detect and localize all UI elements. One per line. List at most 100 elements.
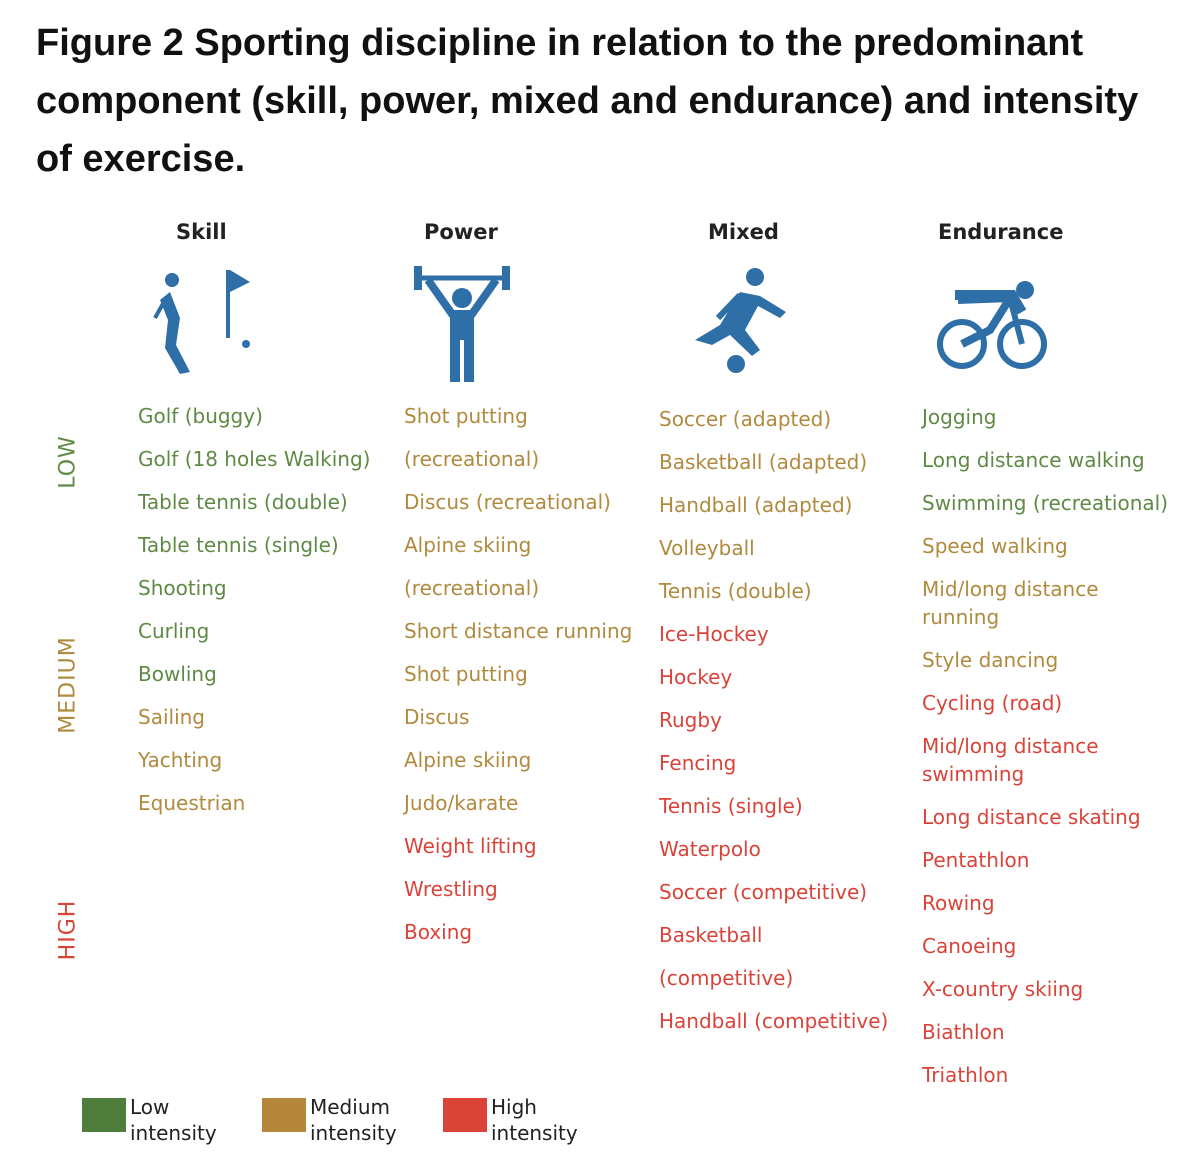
sport-line: Golf (buggy) [138, 404, 263, 428]
legend-entry: High intensity [443, 1094, 591, 1146]
sport-line: (recreational) [404, 576, 540, 600]
sport-item: Mid/long distance swimming [922, 732, 1099, 788]
weightlifter-icon [414, 266, 510, 382]
sport-line: (competitive) [659, 966, 794, 990]
sport-line: Equestrian [138, 791, 246, 815]
intensity-axis-label: HIGH [55, 899, 81, 961]
sport-item: Waterpolo [659, 835, 761, 863]
sport-line: Rugby [659, 708, 722, 732]
sport-item: Rowing [922, 889, 995, 917]
sport-line: Rowing [922, 891, 995, 915]
sport-line: Hockey [659, 665, 733, 689]
sport-line: Judo/karate [404, 791, 519, 815]
sport-item: Jogging [922, 403, 996, 431]
sport-item: Alpine skiing [404, 531, 531, 559]
sport-item: Soccer (adapted) [659, 405, 831, 433]
sport-item: Discus (recreational) [404, 488, 611, 516]
sport-line: Shot putting [404, 404, 528, 428]
sport-item: Swimming (recreational) [922, 489, 1168, 517]
sport-item: Boxing [404, 918, 472, 946]
sport-item: Mid/long distance running [922, 575, 1099, 631]
sport-item: Shot putting [404, 402, 528, 430]
sport-line: Waterpolo [659, 837, 761, 861]
sport-line: Boxing [404, 920, 473, 944]
sport-line: Jogging [922, 405, 997, 429]
icons [153, 266, 1047, 382]
sport-item: Rugby [659, 706, 722, 734]
legend-label: Medium intensity [310, 1095, 397, 1145]
sport-item: Curling [138, 617, 209, 645]
sport-line: Biathlon [922, 1020, 1005, 1044]
sport-item: Pentathlon [922, 846, 1029, 874]
legend-entry: Low intensity [82, 1094, 230, 1146]
sport-item: Style dancing [922, 646, 1058, 674]
sport-line: Swimming (recreational) [922, 491, 1169, 515]
sport-line: Discus [404, 705, 470, 729]
sport-item: Table tennis (single) [138, 531, 339, 559]
legend-entry: Medium intensity [262, 1094, 410, 1146]
sport-line: Alpine skiing [404, 533, 532, 557]
sport-item: Hockey [659, 663, 732, 691]
sport-line: Long distance walking [922, 448, 1145, 472]
figure-title: Figure 2 Sporting discipline in relation… [36, 22, 1139, 180]
sport-line: Speed walking [922, 534, 1068, 558]
sport-item: Yachting [138, 746, 222, 774]
sport-line: Ice-Hockey [659, 622, 769, 646]
sport-line: Bowling [138, 662, 217, 686]
sport-item: (recreational) [404, 445, 539, 473]
sport-line: Canoeing [922, 934, 1017, 958]
sport-line: Weight lifting [404, 834, 537, 858]
sport-line: Wrestling [404, 877, 498, 901]
sport-item: Tennis (double) [659, 577, 812, 605]
legend-swatch [82, 1098, 126, 1132]
sport-line: Shot putting [404, 662, 528, 686]
sport-item: Handball (competitive) [659, 1007, 888, 1035]
cyclist-icon [937, 281, 1047, 369]
sport-item: Handball (adapted) [659, 491, 852, 519]
sport-item: Wrestling [404, 875, 498, 903]
sport-line: swimming [922, 762, 1025, 786]
sport-item: Shot putting [404, 660, 528, 688]
sport-item: Volleyball [659, 534, 755, 562]
sport-item: Sailing [138, 703, 205, 731]
sport-item: Short distance running [404, 617, 632, 645]
sport-line: Style dancing [922, 648, 1059, 672]
sport-item: Speed walking [922, 532, 1068, 560]
sport-item: Shooting [138, 574, 227, 602]
sport-line: Mid/long distance [922, 734, 1099, 758]
sport-item: Long distance skating [922, 803, 1141, 831]
sport-line: Tennis (single) [659, 794, 803, 818]
sport-item: Golf (18 holes Walking) [138, 445, 370, 473]
sport-line: Pentathlon [922, 848, 1030, 872]
sport-line: Cycling (road) [922, 691, 1063, 715]
sport-line: Soccer (adapted) [659, 407, 832, 431]
sport-item: Canoeing [922, 932, 1016, 960]
sport-line: Discus (recreational) [404, 490, 611, 514]
sport-item: X-country skiing [922, 975, 1083, 1003]
sport-line: Shooting [138, 576, 227, 600]
sport-line: (recreational) [404, 447, 540, 471]
sport-item: Ice-Hockey [659, 620, 769, 648]
sport-line: Volleyball [659, 536, 755, 560]
sport-item: Fencing [659, 749, 736, 777]
sport-line: Alpine skiing [404, 748, 532, 772]
soccer-icon [695, 268, 786, 373]
sport-item: Long distance walking [922, 446, 1145, 474]
sport-item: Equestrian [138, 789, 245, 817]
sport-line: Basketball [659, 923, 763, 947]
sport-item: (competitive) [659, 964, 793, 992]
sport-item: Cycling (road) [922, 689, 1062, 717]
sport-line: Tennis (double) [659, 579, 812, 603]
sport-line: running [922, 605, 1000, 629]
sport-item: Tennis (single) [659, 792, 803, 820]
sport-line: Basketball (adapted) [659, 450, 868, 474]
sport-item: Basketball (adapted) [659, 448, 867, 476]
legend-label: Low intensity [130, 1095, 217, 1145]
sport-line: Triathlon [922, 1063, 1009, 1087]
sport-item: (recreational) [404, 574, 539, 602]
sport-item: Judo/karate [404, 789, 518, 817]
sport-item: Discus [404, 703, 469, 731]
sport-line: Yachting [138, 748, 223, 772]
sport-item: Weight lifting [404, 832, 537, 860]
